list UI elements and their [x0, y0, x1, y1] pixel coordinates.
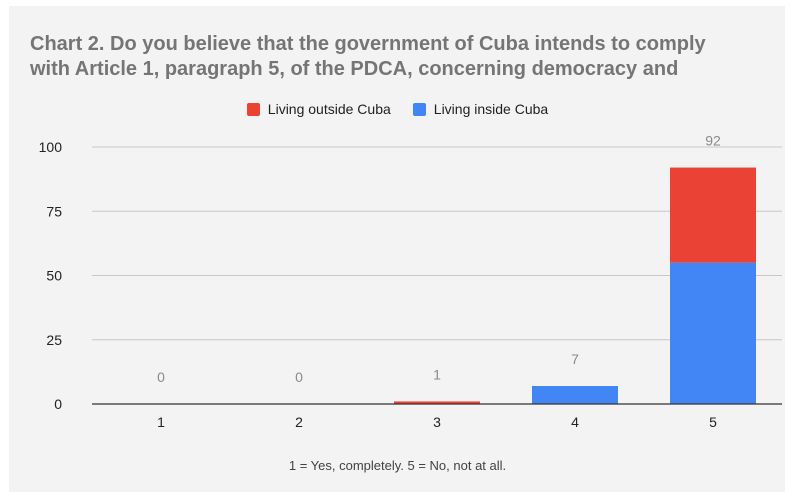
data-label: 0: [157, 369, 165, 385]
chart-title: Chart 2. Do you believe that the governm…: [30, 32, 770, 82]
data-label: 92: [705, 133, 721, 149]
legend-label-inside: Living inside Cuba: [433, 101, 549, 117]
data-label: 0: [295, 369, 303, 385]
chart-title-line-2: with Article 1, paragraph 5, of the PDCA…: [30, 58, 679, 80]
x-axis-label: 1 = Yes, completely. 5 = No, not at all.: [288, 458, 507, 473]
legend-swatch-inside: [412, 102, 426, 116]
y-tick-label: 75: [46, 203, 62, 219]
x-tick-label: 4: [571, 414, 579, 430]
y-tick-label: 25: [46, 332, 62, 348]
legend-item-outside: Living outside Cuba: [246, 101, 391, 117]
chart-frame: [9, 6, 785, 492]
x-tick-label: 2: [295, 414, 303, 430]
y-tick-label: 100: [39, 139, 63, 155]
legend-swatch-outside: [246, 102, 260, 116]
bar-segment: [670, 167, 756, 263]
y-tick-label: 50: [46, 268, 62, 284]
x-tick-label: 5: [709, 414, 717, 430]
chart-title-line-1: Chart 2. Do you believe that the governm…: [30, 33, 706, 55]
y-tick-label: 0: [54, 396, 62, 412]
bar-segment: [532, 386, 618, 404]
bar-segment: [670, 262, 756, 404]
legend-label-outside: Living outside Cuba: [267, 101, 391, 117]
bar-segment: [394, 401, 480, 404]
x-tick-label: 1: [157, 414, 165, 430]
data-label: 7: [571, 351, 579, 367]
x-tick-label: 3: [433, 414, 441, 430]
chart-legend: Living outside Cuba Living inside Cuba: [0, 101, 795, 117]
data-label: 1: [433, 366, 441, 382]
legend-item-inside: Living inside Cuba: [412, 101, 549, 117]
